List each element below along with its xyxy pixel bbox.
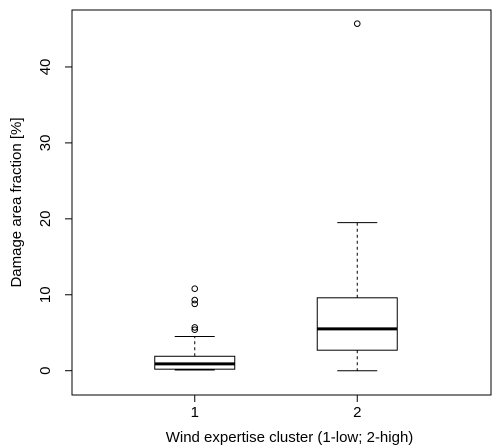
y-tick-label: 0: [37, 367, 54, 375]
outlier-point: [191, 285, 199, 292]
box-2: [316, 20, 398, 372]
y-axis-label: Damage area fraction [%]: [8, 117, 25, 287]
outlier-point: [191, 324, 199, 331]
x-axis-label: Wind expertise cluster (1-low; 2-high): [166, 429, 414, 446]
outlier-point: [191, 326, 199, 333]
y-tick-label: 30: [37, 135, 54, 152]
y-axis: 0 10 20 30 40: [37, 59, 72, 375]
x-tick-label: 2: [353, 404, 361, 421]
outlier-point: [191, 300, 199, 308]
outlier-point: [191, 296, 199, 304]
outlier-point: [353, 20, 361, 27]
plot-frame: [71, 9, 492, 396]
y-tick-label: 20: [37, 210, 54, 227]
x-tick-label: 1: [191, 404, 199, 421]
boxes: [154, 20, 398, 372]
iqr-box: [316, 297, 398, 351]
box-1: [154, 285, 236, 371]
y-tick-label: 40: [37, 59, 54, 76]
y-tick-label: 10: [37, 286, 54, 303]
